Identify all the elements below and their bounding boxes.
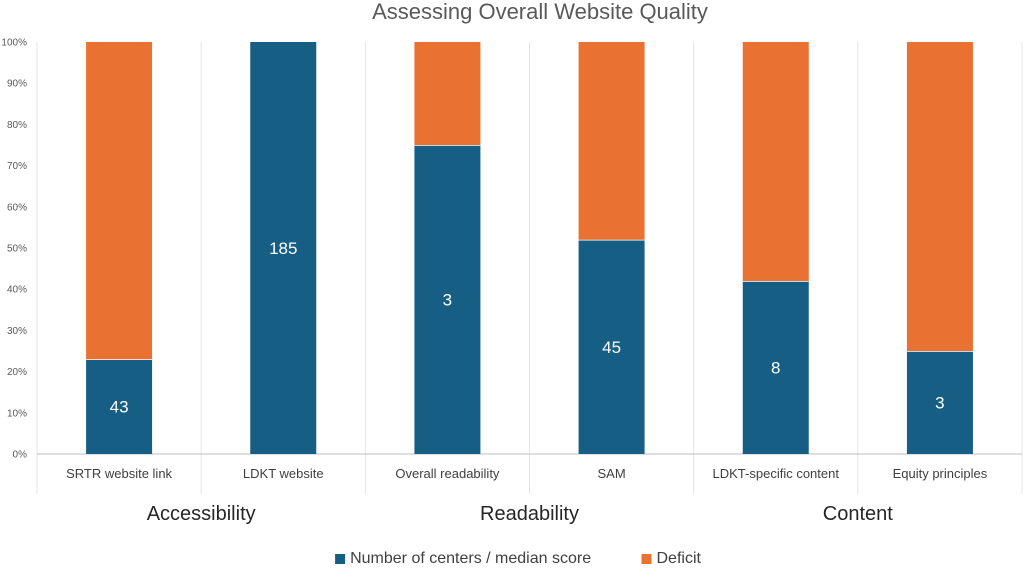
y-tick-label: 30%: [7, 326, 27, 337]
bars: 43 185 3 45 8 3: [86, 42, 973, 454]
data-label: 43: [110, 398, 129, 417]
category-label: Overall readability: [395, 466, 500, 481]
group-separators: [36, 42, 1023, 494]
category-label: SAM: [597, 466, 625, 481]
category-label: LDKT website: [243, 466, 324, 481]
category-label: Equity principles: [893, 466, 988, 481]
bar-score: [578, 239, 645, 454]
y-tick-label: 10%: [7, 408, 27, 419]
y-tick-label: 100%: [1, 38, 27, 49]
data-label: 3: [443, 291, 452, 310]
data-label: 185: [269, 239, 297, 258]
bar-deficit: [906, 42, 973, 351]
category-group-labels: Accessibility Readability Content: [147, 503, 894, 525]
y-tick-label: 50%: [7, 244, 27, 255]
bar-deficit: [86, 42, 153, 360]
category-label: LDKT-specific content: [713, 466, 840, 481]
data-label: 45: [602, 338, 621, 357]
bar-score: [86, 359, 153, 454]
bar-deficit: [578, 42, 645, 240]
data-label: 3: [935, 394, 944, 413]
y-tick-label: 80%: [7, 120, 27, 131]
legend-swatch-deficit: [641, 554, 652, 564]
chart-title: Assessing Overall Website Quality: [372, 0, 708, 24]
y-tick-label: 90%: [7, 79, 27, 90]
data-label: 8: [771, 358, 780, 377]
bar-score: [414, 145, 481, 454]
category-label: SRTR website link: [66, 466, 172, 481]
bar-deficit: [414, 42, 481, 145]
group-label: Accessibility: [147, 503, 256, 525]
legend-label: Deficit: [657, 550, 702, 567]
y-tick-label: 20%: [7, 367, 27, 378]
y-tick-label: 40%: [7, 285, 27, 296]
group-label: Content: [823, 503, 893, 525]
group-label: Readability: [480, 503, 579, 525]
y-axis: 0% 10% 20% 30% 40% 50% 60% 70% 80% 90% 100%: [1, 38, 1022, 461]
y-tick-label: 70%: [7, 161, 27, 172]
legend-swatch-score: [335, 554, 346, 564]
bar-deficit: [742, 42, 809, 281]
y-tick-label: 60%: [7, 202, 27, 213]
bar-score: [250, 42, 317, 454]
y-tick-label: 0%: [13, 450, 28, 461]
bar-score: [906, 351, 973, 454]
legend: Number of centers / median score Deficit: [335, 550, 702, 567]
legend-label: Number of centers / median score: [350, 550, 591, 567]
x-axis-categories: SRTR website link LDKT website Overall rea…: [66, 466, 988, 481]
bar-score: [742, 280, 809, 454]
